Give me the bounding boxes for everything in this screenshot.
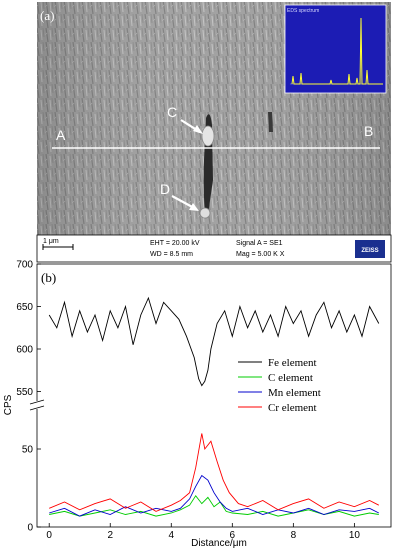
axis-break-mark-2: [29, 405, 45, 411]
sem-info-bar: [36, 234, 392, 263]
x-tick-label-8: 8: [291, 530, 297, 541]
x-tick-label-2: 2: [107, 530, 113, 541]
legend-label-mn: Mn element: [268, 387, 321, 399]
sem-wd: WD = 8.5 mm: [150, 251, 193, 258]
y-axis-label: CPS: [3, 394, 14, 415]
series-line-mn: [49, 474, 380, 517]
sem-signal: Signal A = SE1: [236, 240, 283, 247]
zeiss-logo-text: ZEISS: [361, 248, 378, 254]
eds-inset: EDS spectrum: [284, 4, 387, 94]
x-tick-label-4: 4: [168, 530, 174, 541]
x-tick-label-10: 10: [349, 530, 361, 541]
panel-a-label: (a): [40, 8, 54, 23]
eds-inset-spectrum: [291, 17, 383, 85]
sem-pit: [268, 112, 273, 132]
sem-mag: Mag = 5.00 K X: [236, 251, 285, 258]
y-tick-label-50: 50: [22, 445, 34, 456]
scale-bar-label: 1 μm: [43, 238, 59, 245]
x-tick-label-6: 6: [230, 530, 236, 541]
label-c: C: [167, 104, 177, 120]
plot-frame: [36, 263, 392, 528]
sem-panel: A B C D (a) EDS spectrum 1 μm EHT = 20.0…: [36, 2, 392, 263]
particle-d: [199, 207, 211, 219]
label-b: B: [364, 123, 373, 139]
series-line-fe: [48, 296, 380, 387]
y-tick-label-700: 700: [16, 260, 33, 271]
axis-break-mark-1: [29, 399, 45, 405]
label-a: A: [56, 127, 66, 143]
label-d: D: [160, 181, 170, 197]
x-tick-label-0: 0: [46, 530, 52, 541]
legend: Fe element C element Mn element Cr eleme…: [238, 357, 321, 414]
chart-marks: 0 2 4 6 8 10 550 600 650 700 0 50: [16, 260, 380, 541]
sem-eht: EHT = 20.00 kV: [150, 240, 200, 247]
series-line-cr: [49, 433, 380, 512]
x-axis-label: Distance/μm: [191, 538, 247, 549]
y-tick-label-600: 600: [16, 345, 33, 356]
panel-b-label: (b): [41, 270, 56, 285]
legend-label-c: C element: [268, 372, 313, 384]
eds-inset-title: EDS spectrum: [287, 8, 319, 14]
particle-c: [201, 125, 215, 147]
series-line-c: [49, 495, 379, 517]
axis-break-gap: [30, 401, 46, 409]
zeiss-logo: [355, 240, 385, 258]
y-tick-label-0: 0: [27, 523, 33, 534]
y-tick-label-650: 650: [16, 302, 33, 313]
legend-label-fe: Fe element: [268, 357, 317, 369]
legend-label-cr: Cr element: [268, 402, 317, 414]
chart-panel: (b) 0 2 4 6 8 10 550 600 650 700 0 50 Fe element C …: [3, 260, 392, 549]
arrow-d-head: [189, 203, 199, 211]
arrow-c-head: [193, 125, 203, 134]
y-tick-label-550: 550: [16, 387, 33, 398]
